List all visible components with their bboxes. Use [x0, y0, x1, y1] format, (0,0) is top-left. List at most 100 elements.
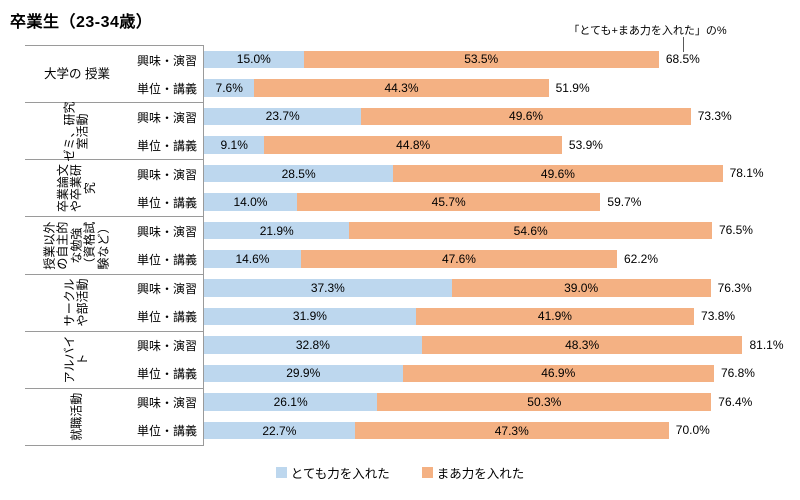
chart-title: 卒業生（23-34歳）	[10, 14, 153, 31]
legend-swatch-somewhat	[421, 467, 433, 478]
category-sub-label: 興味・演習	[136, 53, 197, 68]
category-sub-labels: 興味・演習単位・講義	[129, 332, 203, 388]
total-value-label: 62.2%	[624, 251, 659, 266]
category-sub-label: 単位・講義	[136, 310, 197, 325]
bar-segment-somewhat: 44.3%	[254, 79, 549, 97]
bar-row: 28.5% 49.6% 78.1%	[204, 159, 800, 188]
bar-row: 7.6% 44.3% 51.9%	[204, 74, 800, 103]
category-group-label: ゼミ、研究 室活動	[62, 101, 90, 162]
bar-row: 29.9% 46.9% 76.8%	[204, 359, 800, 388]
legend: とても力を入れた まあ力を入れた	[0, 463, 800, 482]
bar-segment-very: 29.9%	[204, 364, 403, 383]
category-group-label: 就職活動	[69, 392, 84, 441]
bar-segment-somewhat: 54.6%	[349, 221, 712, 240]
category-group: 授業以外 の自主的 な勉強 （資格試 験など） 興味・演習単位・講義	[25, 216, 203, 273]
bar-segment-very: 7.6%	[204, 79, 255, 97]
legend-item: とても力を入れた	[275, 463, 390, 482]
category-sub-label: 興味・演習	[136, 339, 197, 354]
annotation-pointer-line	[683, 37, 684, 52]
bar-segment-very: 15.0%	[204, 50, 304, 68]
category-group: ゼミ、研究 室活動 興味・演習単位・講義	[25, 101, 203, 162]
bar-row: 21.9% 54.6% 76.5%	[204, 216, 800, 245]
category-sub-label: 興味・演習	[136, 282, 197, 297]
category-sub-label: 単位・講義	[136, 81, 197, 96]
bar-segment-very: 31.9%	[204, 307, 416, 326]
total-value-label: 76.3%	[717, 280, 752, 295]
total-value-label: 73.8%	[701, 309, 736, 324]
annotation-note: 「とても+まあ力を入れた」の%	[568, 25, 727, 37]
category-group: サークル や部活動 興味・演習単位・講義	[25, 273, 203, 331]
bar-segment-very: 21.9%	[204, 221, 350, 240]
bar-segment-somewhat: 41.9%	[415, 307, 695, 326]
category-group-label: 授業以外 の自主的 な勉強 （資格試 験など）	[42, 221, 111, 270]
category-sub-label: 興味・演習	[136, 110, 197, 125]
category-group: 卒業論文 や卒業研 究興味・演習 単位・講義	[25, 159, 203, 216]
bar-row: 14.0% 45.7% 59.7%	[204, 188, 800, 217]
bar-row: 15.0% 53.5% 68.5%	[204, 45, 800, 74]
category-sub-label: 単位・講義	[136, 195, 197, 210]
category-group-label: アルバイ ト	[62, 335, 90, 384]
bar-segment-somewhat: 45.7%	[296, 193, 601, 211]
bar-segment-very: 9.1%	[204, 136, 265, 154]
bar-segment-somewhat: 47.3%	[354, 421, 669, 440]
category-group-label-area: 授業以外 の自主的 な勉強 （資格試 験など）	[25, 217, 129, 273]
bar-segment-very: 28.5%	[204, 164, 394, 183]
bar-segment-very: 32.8%	[204, 336, 422, 354]
bar-row: 23.7% 49.6% 73.3%	[204, 102, 800, 131]
category-sub-labels: 興味・演習単位・講義	[129, 217, 203, 273]
total-value-label: 76.5%	[718, 223, 753, 238]
category-label-table: 大学の 授業 興味・演習 単位・講義 ゼミ、研究 室活動 興味・演習 単位・講義 卒業論文 …	[25, 45, 204, 446]
category-group: 就職活動 興味・演習単位・講義	[25, 387, 203, 445]
category-sub-label: 興味・演習	[136, 224, 197, 239]
category-group-label-area: 卒業論文 や卒業研 究	[25, 160, 129, 216]
legend-label: とても力を入れた	[290, 467, 390, 481]
legend-item: まあ力を入れた	[421, 463, 525, 482]
bar-segment-very: 22.7%	[204, 421, 355, 440]
bar-row: 31.9% 41.9% 73.8%	[204, 302, 800, 331]
category-sub-labels: 興味・演習単位・講義	[129, 389, 203, 445]
category-group-label: 大学の 授業	[44, 66, 110, 81]
category-group-label-area: サークル や部活動	[25, 275, 129, 331]
category-sub-labels: 興味・演習単位・講義	[129, 46, 203, 102]
bar-segment-somewhat: 48.3%	[421, 336, 743, 354]
bar-segment-somewhat: 49.6%	[393, 164, 723, 183]
total-value-label: 78.1%	[729, 166, 764, 181]
total-value-label: 59.7%	[607, 194, 642, 209]
bar-segment-very: 26.1%	[204, 393, 378, 411]
bar-segment-very: 14.0%	[204, 193, 297, 211]
bar-row: 14.6% 47.6% 62.2%	[204, 245, 800, 274]
legend-swatch-very	[275, 467, 287, 478]
bar-segment-very: 14.6%	[204, 250, 301, 268]
category-sub-label: 興味・演習	[136, 396, 197, 411]
bar-row: 9.1% 44.8% 53.9%	[204, 131, 800, 160]
category-sub-label: 単位・講義	[136, 424, 197, 439]
category-sub-label: 単位・講義	[136, 253, 197, 268]
category-group-label-area: 大学の 授業	[25, 46, 129, 102]
category-sub-label: 単位・講義	[136, 367, 197, 382]
bar-segment-somewhat: 50.3%	[377, 393, 712, 411]
plot-area: 15.0% 53.5% 68.5% 7.6% 44.3% 51.9% 23.7% 49.6% 7…	[204, 45, 800, 445]
category-group-label: 卒業論文 や卒業研 究	[55, 164, 97, 213]
category-group-label-area: アルバイ ト	[25, 332, 129, 388]
category-sub-labels: 興味・演習単位・講義	[129, 275, 203, 331]
category-group-label-area: 就職活動	[25, 389, 129, 445]
total-value-label: 73.3%	[697, 109, 732, 124]
bar-segment-somewhat: 39.0%	[451, 279, 711, 297]
bar-row: 37.3% 39.0% 76.3%	[204, 274, 800, 303]
category-group: 大学の 授業 興味・演習単位・講義	[25, 45, 203, 102]
category-group: アルバイ ト 興味・演習単位・講義	[25, 330, 203, 388]
total-value-label: 51.9%	[555, 80, 590, 95]
category-sub-label: 単位・講義	[136, 138, 197, 153]
bar-segment-somewhat: 46.9%	[402, 364, 714, 383]
total-value-label: 68.5%	[665, 52, 700, 66]
bar-row: 26.1% 50.3% 76.4%	[204, 388, 800, 417]
total-value-label: 70.0%	[675, 423, 710, 438]
bar-segment-somewhat: 44.8%	[264, 136, 562, 154]
bar-segment-somewhat: 47.6%	[300, 250, 617, 268]
legend-label: まあ力を入れた	[436, 467, 525, 481]
total-value-label: 53.9%	[568, 137, 603, 152]
category-sub-label: 興味・演習	[136, 167, 197, 182]
category-sub-labels: 興味・演習単位・講義	[129, 160, 203, 216]
bar-row: 32.8% 48.3% 81.1%	[204, 331, 800, 360]
